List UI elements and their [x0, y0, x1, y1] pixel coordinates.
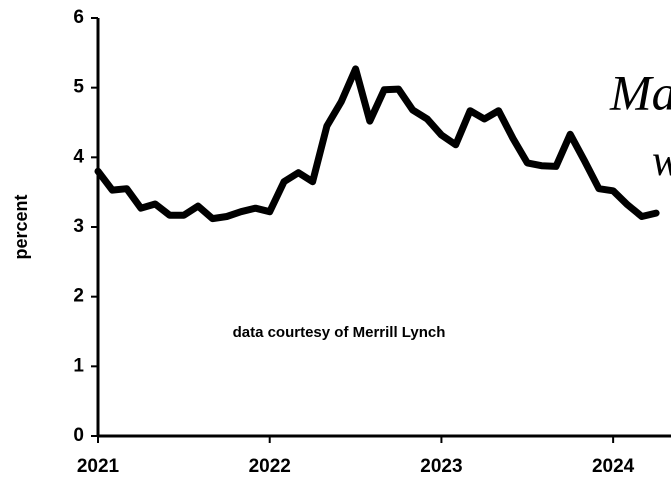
- x-tick-label: 2021: [77, 456, 120, 477]
- y-tick-label: 2: [73, 286, 84, 307]
- y-tick-label: 0: [73, 425, 84, 446]
- annotation: data courtesy of Merrill Lynch: [233, 324, 446, 341]
- handwritten-note: Ma: [609, 64, 671, 120]
- y-tick-label: 6: [73, 7, 84, 28]
- x-tick-label: 2024: [592, 456, 635, 477]
- y-tick-label: 1: [73, 355, 84, 376]
- y-tick-label: 3: [73, 216, 84, 237]
- y-tick-label: 4: [73, 146, 84, 167]
- x-tick-label: 2022: [249, 456, 291, 477]
- data-line: [94, 65, 660, 223]
- y-tick-label: 5: [73, 77, 84, 98]
- y-axis-label: percent: [11, 194, 31, 259]
- handwritten-note: w: [652, 136, 671, 185]
- x-tick-label: 2023: [420, 456, 462, 477]
